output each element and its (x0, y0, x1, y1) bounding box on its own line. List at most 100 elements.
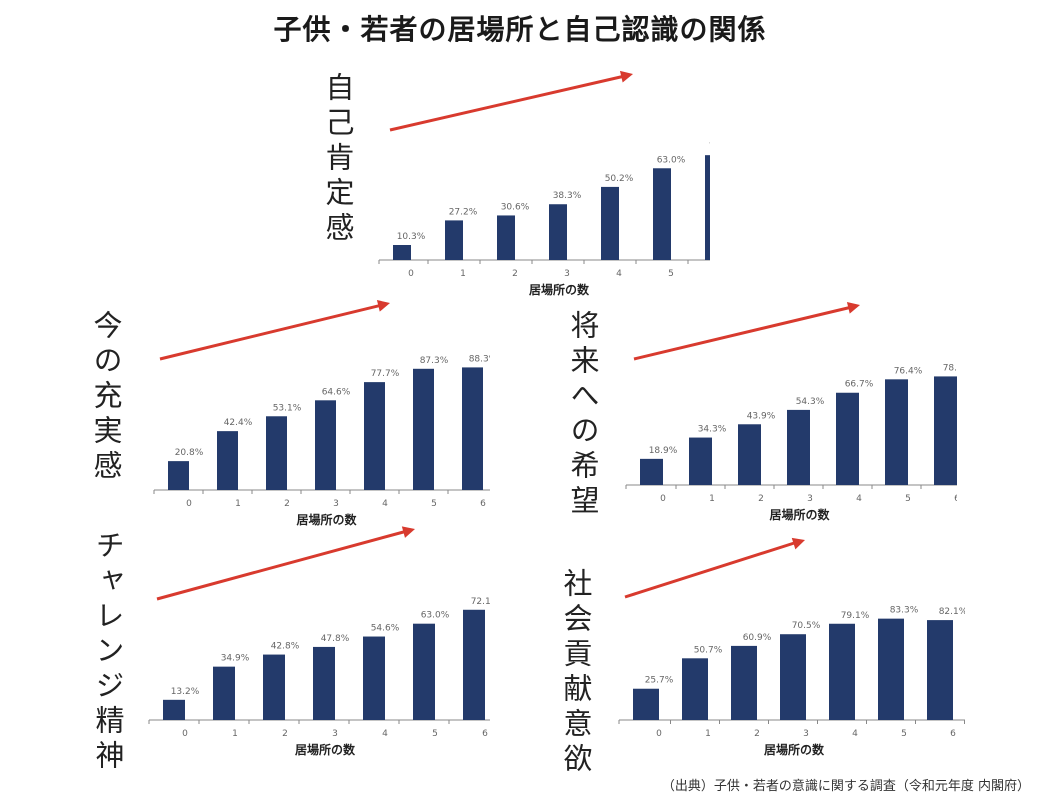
tick-label: 0 (408, 269, 414, 279)
trend-arrow-head (791, 537, 805, 550)
value-label: 63.0% (657, 155, 686, 165)
chart-4: 13.2% 0 34.9% 1 42.8% 2 47.8% 3 54.6% 4 63.0% 5 72.1… (148, 526, 490, 757)
tick-label: 5 (432, 729, 438, 739)
tick-label: 0 (656, 729, 662, 739)
value-label: 38.3% (553, 191, 582, 201)
tick-label: 4 (616, 269, 622, 279)
bar (738, 424, 761, 485)
value-label: 42.4% (224, 418, 253, 428)
bar (263, 654, 285, 720)
chart-5: 25.7% 0 50.7% 1 60.9% 2 70.5% 3 79.1% 4 83.3% 5 82.1… (618, 537, 965, 757)
chart-1: 10.3% 0 27.2% 1 30.6% 2 38.3% 3 50.2% 4 63.0% 5 72.0… (378, 70, 710, 297)
trend-arrow (633, 305, 855, 361)
value-label: 50.7% (694, 645, 723, 655)
bar (213, 666, 235, 720)
tick-label: 2 (512, 269, 518, 279)
value-label: 13.2% (171, 687, 200, 697)
value-label: 78.5% (943, 363, 957, 373)
tick-label: 1 (235, 499, 241, 509)
tick-label: 4 (852, 729, 858, 739)
tick-label: 0 (182, 729, 188, 739)
tick-label: 4 (856, 494, 862, 504)
value-label: 72.1% (471, 597, 490, 607)
value-label: 50.2% (605, 174, 634, 184)
value-label: 70.5% (792, 621, 821, 631)
trend-arrow (389, 74, 628, 132)
x-axis-label: 居場所の数 (295, 742, 356, 757)
bar (413, 368, 434, 490)
chart-2-title: 今の充実感 (89, 310, 123, 485)
bar (497, 215, 515, 260)
value-label: 77.7% (371, 369, 400, 379)
x-axis-label: 居場所の数 (296, 512, 357, 527)
bar (364, 382, 385, 490)
tick-label: 3 (564, 269, 570, 279)
value-label: 54.3% (796, 397, 825, 407)
tick-label: 6 (950, 729, 956, 739)
tick-label: 6 (480, 499, 486, 509)
tick-label: 1 (705, 729, 711, 739)
tick-label: 2 (758, 494, 764, 504)
bar (682, 658, 708, 720)
tick-label: 5 (668, 269, 674, 279)
tick-label: 3 (332, 729, 338, 739)
tick-label: 5 (901, 729, 907, 739)
tick-label: 2 (284, 499, 290, 509)
value-label: 20.8% (175, 448, 204, 458)
chart-5-title: 社会貢献意欲 (559, 568, 593, 778)
trend-arrow (156, 529, 410, 601)
chart-1-title: 自己肯定感 (321, 72, 355, 247)
trend-arrow (624, 540, 800, 599)
trend-arrow-head (846, 301, 860, 314)
value-label: 72.0% (709, 142, 710, 152)
bar (549, 204, 567, 260)
tick-label: 5 (905, 494, 911, 504)
tick-label: 0 (660, 494, 666, 504)
tick-label: 3 (333, 499, 339, 509)
value-label: 63.0% (421, 611, 450, 621)
trend-arrow (159, 303, 385, 361)
bar (934, 376, 957, 485)
x-axis-label: 居場所の数 (769, 507, 830, 522)
tick-label: 4 (382, 729, 388, 739)
value-label: 25.7% (645, 676, 674, 686)
bar (363, 636, 385, 720)
value-label: 43.9% (747, 411, 776, 421)
value-label: 64.6% (322, 387, 351, 397)
bar (878, 618, 904, 720)
value-label: 88.3% (469, 354, 490, 364)
chart-4-title: チャレンジ精神 (91, 530, 125, 775)
bar (885, 379, 908, 485)
x-axis-label: 居場所の数 (764, 742, 825, 757)
value-label: 42.8% (271, 642, 300, 652)
value-label: 34.9% (221, 654, 250, 664)
value-label: 79.1% (841, 611, 870, 621)
bar (393, 245, 411, 260)
tick-label: 4 (382, 499, 388, 509)
tick-label: 1 (232, 729, 238, 739)
tick-label: 6 (954, 494, 957, 504)
bar (463, 609, 485, 720)
value-label: 53.1% (273, 403, 302, 413)
bar (653, 168, 671, 260)
bar (313, 646, 335, 720)
tick-label: 3 (803, 729, 809, 739)
bar (787, 409, 810, 485)
value-label: 10.3% (397, 232, 426, 242)
bar (601, 186, 619, 260)
value-label: 47.8% (321, 634, 350, 644)
bar (633, 688, 659, 720)
value-label: 83.3% (890, 606, 919, 616)
value-label: 87.3% (420, 356, 449, 366)
value-label: 18.9% (649, 446, 678, 456)
x-axis-label: 居場所の数 (529, 282, 590, 297)
chart-3-title: 将来への希望 (566, 310, 600, 520)
bar (780, 634, 806, 720)
tick-label: 2 (282, 729, 288, 739)
page-title: 子供・若者の居場所と自己認識の関係 (273, 13, 767, 46)
bar (640, 458, 663, 485)
tick-label: 1 (709, 494, 715, 504)
value-label: 76.4% (894, 366, 923, 376)
tick-label: 3 (807, 494, 813, 504)
bar (413, 623, 435, 720)
